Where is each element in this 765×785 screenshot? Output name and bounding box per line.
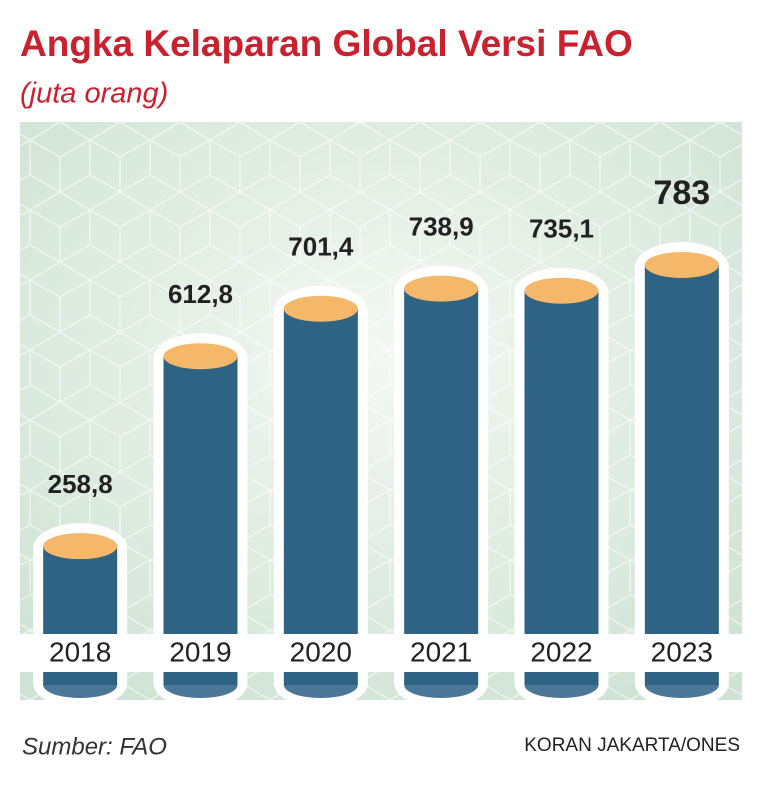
bar bbox=[283, 308, 358, 685]
chart-subtitle: (juta orang) bbox=[20, 78, 168, 110]
source: Sumber: FAO bbox=[22, 733, 167, 760]
bar bbox=[163, 356, 238, 685]
labels: 258,8 2018 612,8 2019 701,4 2020 738,9 2021 735,… bbox=[48, 174, 713, 667]
bar-top bbox=[404, 275, 479, 302]
bar bbox=[404, 288, 479, 685]
panel-pattern bbox=[20, 122, 742, 700]
bar-top bbox=[644, 252, 719, 278]
bar-top bbox=[283, 295, 358, 322]
bar-top bbox=[43, 533, 118, 560]
x-tick-label: 2021 bbox=[410, 636, 472, 667]
value-label: 612,8 bbox=[168, 279, 233, 309]
credit: KORAN JAKARTA/ONES bbox=[524, 735, 740, 756]
bar-top bbox=[163, 343, 238, 370]
chart-title: Angka Kelaparan Global Versi FAO bbox=[20, 23, 633, 64]
bar bbox=[644, 265, 719, 685]
x-tick-label: 2020 bbox=[290, 636, 352, 667]
bar bbox=[524, 290, 599, 685]
bars bbox=[33, 242, 729, 708]
x-tick-label: 2019 bbox=[169, 636, 231, 667]
year-band bbox=[20, 634, 742, 672]
x-tick-label: 2022 bbox=[530, 636, 592, 667]
value-label: 738,9 bbox=[409, 212, 474, 242]
value-label: 258,8 bbox=[48, 469, 113, 499]
x-tick-label: 2023 bbox=[651, 636, 713, 667]
value-label: 701,4 bbox=[288, 232, 354, 262]
x-tick-label: 2018 bbox=[49, 636, 111, 667]
value-label: 735,1 bbox=[529, 214, 594, 244]
value-label: 783 bbox=[653, 174, 710, 212]
bar-top bbox=[524, 277, 599, 304]
